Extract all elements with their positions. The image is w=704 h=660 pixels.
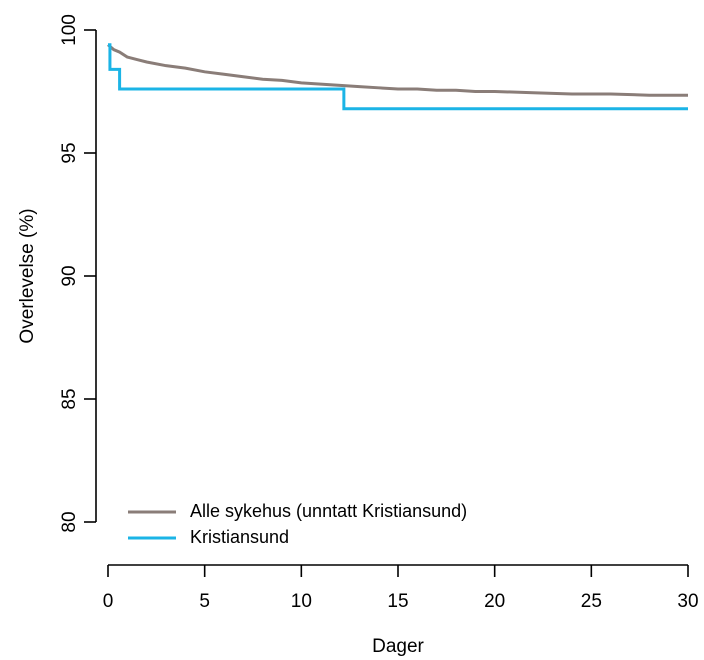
legend-label: Alle sykehus (unntatt Kristiansund): [190, 501, 467, 521]
y-tick-label: 85: [59, 388, 80, 409]
y-tick-label: 100: [59, 14, 80, 46]
x-axis-title: Dager: [372, 636, 424, 657]
y-tick-label: 80: [59, 511, 80, 532]
legend: Alle sykehus (unntatt Kristiansund) Krist…: [128, 501, 467, 547]
x-tick-label: 20: [484, 591, 505, 612]
x-axis: 0 5 10 15 20 25 30: [103, 564, 699, 612]
y-tick-label: 90: [59, 265, 80, 286]
x-tick-label: 0: [103, 591, 114, 612]
y-axis-title: Overlevelse (%): [17, 208, 38, 343]
x-tick-label: 25: [581, 591, 602, 612]
series-line-1: [107, 43, 688, 97]
x-tick-label: 5: [199, 591, 210, 612]
y-axis: 80 85 90 95 100: [59, 14, 97, 533]
series-layer: [107, 43, 688, 111]
y-tick-label: 95: [59, 142, 80, 163]
series-line-2: [108, 43, 688, 111]
legend-label: Kristiansund: [190, 527, 289, 547]
x-tick-label: 15: [387, 591, 408, 612]
x-tick-label: 30: [677, 591, 698, 612]
x-tick-label: 10: [291, 591, 312, 612]
